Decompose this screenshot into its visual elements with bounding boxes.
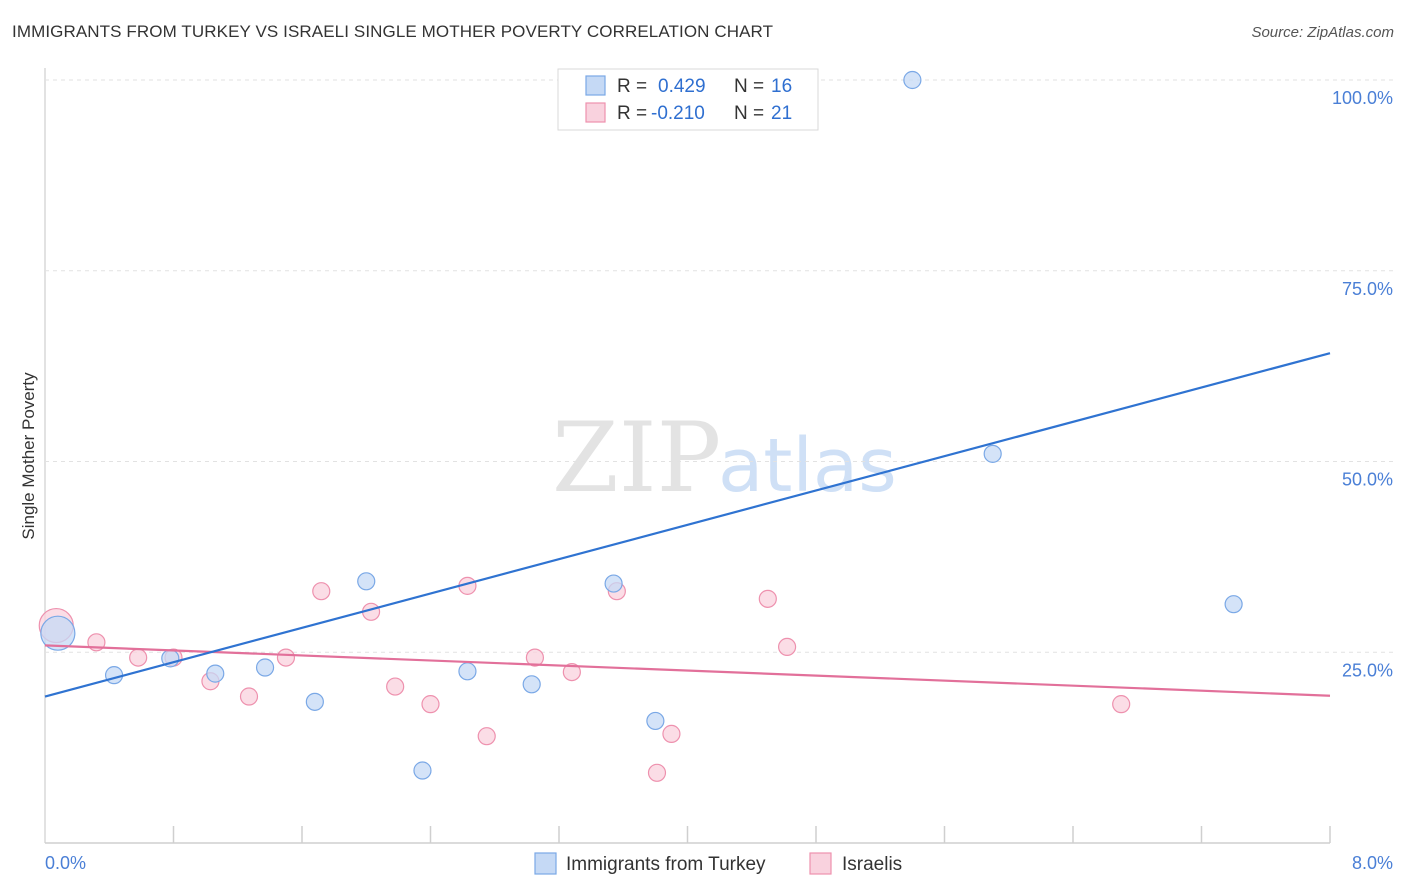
series-legend-swatch-turkey: [534, 852, 557, 875]
turkey-point: [604, 574, 623, 593]
israelis-trend-line: [44, 644, 1331, 697]
turkey-point: [522, 675, 541, 694]
y-tick-label: 50.0%: [1342, 470, 1393, 490]
turkey-point: [458, 662, 477, 681]
legend-swatch-israelis: [585, 102, 606, 123]
y-axis-label: Single Mother Poverty: [19, 372, 38, 540]
legend-swatch-turkey: [585, 75, 606, 96]
israelis-point: [758, 589, 777, 608]
x-tick-label-min: 0.0%: [45, 853, 86, 873]
israelis-point: [239, 687, 259, 706]
turkey-trend-line: [44, 352, 1331, 698]
turkey-point: [104, 666, 124, 685]
legend-n-label-israelis: N =: [734, 103, 764, 124]
x-tick-label-max: 8.0%: [1352, 853, 1393, 873]
y-tick-label: 25.0%: [1342, 660, 1393, 680]
series-legend-label-turkey: Immigrants from Turkey: [566, 854, 766, 875]
stats-legend: R = 0.429 N = 16 R = -0.210 N = 21: [557, 68, 819, 131]
israelis-point: [647, 763, 667, 782]
series-legend-label-israelis: Israelis: [842, 854, 902, 875]
series-legend-swatch-israelis: [809, 852, 832, 875]
israelis-point: [129, 648, 148, 667]
legend-r-value-turkey: 0.429: [658, 76, 706, 97]
legend-r-label-israelis: R =: [617, 103, 647, 124]
israelis-point: [662, 724, 681, 743]
israelis-point: [477, 727, 496, 746]
turkey-point: [255, 658, 275, 677]
y-tick-label: 75.0%: [1342, 279, 1393, 299]
turkey-point: [983, 444, 1002, 463]
x-axis-ticks: [172, 826, 1331, 843]
israelis-point: [312, 582, 331, 601]
turkey-point: [1224, 595, 1243, 614]
turkey-point: [206, 664, 225, 683]
turkey-point: [413, 761, 432, 780]
source-credit: Source: ZipAtlas.com: [1251, 24, 1394, 41]
legend-r-label-turkey: R =: [617, 76, 647, 97]
israelis-point: [421, 695, 440, 714]
legend-n-label-turkey: N =: [734, 76, 764, 97]
turkey-point: [305, 692, 324, 711]
israelis-point: [1112, 695, 1131, 714]
y-axis-tick-labels: 25.0% 50.0% 75.0% 100.0%: [1332, 88, 1393, 680]
legend-n-value-israelis: 21: [771, 103, 792, 124]
israelis-point: [777, 637, 797, 657]
israelis-point: [525, 648, 545, 667]
israelis-point: [562, 662, 581, 682]
legend-r-value-israelis: -0.210: [651, 103, 705, 124]
chart-title: IMMIGRANTS FROM TURKEY VS ISRAELI SINGLE…: [12, 22, 774, 41]
gridlines: [45, 79, 1393, 653]
watermark-atlas: atlas: [718, 423, 897, 509]
trend-lines: [44, 352, 1331, 698]
series-legend: Immigrants from Turkey Israelis: [534, 852, 902, 875]
israelis-point: [386, 677, 405, 696]
israelis-points: [38, 576, 1131, 782]
turkey-point: [40, 615, 76, 651]
israelis-point: [276, 648, 296, 667]
watermark-zip: ZIP: [552, 402, 721, 514]
y-tick-label: 100.0%: [1332, 88, 1393, 108]
legend-n-value-turkey: 16: [771, 76, 792, 97]
turkey-point: [903, 70, 922, 90]
turkey-point: [646, 711, 665, 731]
turkey-point: [357, 572, 376, 591]
